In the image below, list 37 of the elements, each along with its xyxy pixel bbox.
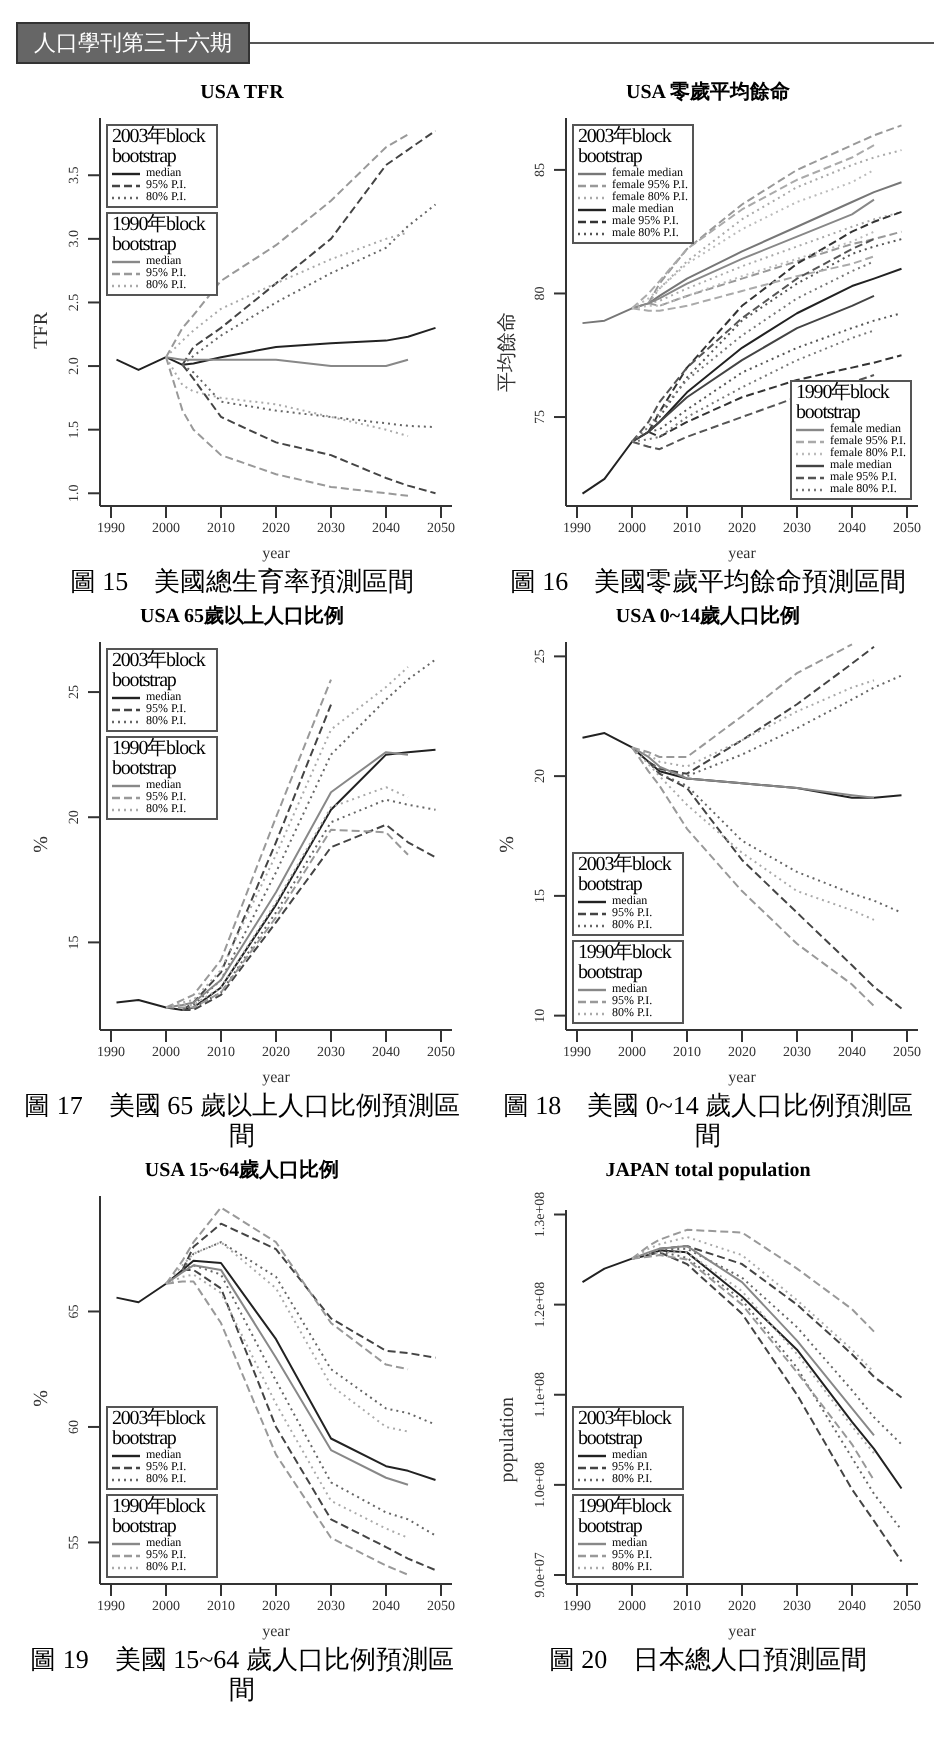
x-axis-title: year [262,1068,291,1086]
chart-title: USA 15~64歲人口比例 [142,1158,342,1184]
annotation: 1990年block bootstrap [112,738,208,780]
caption: 圖 15 美國總生育率預測區間 [67,564,417,600]
chart-title: USA 0~14歲人口比例 [613,604,803,630]
x-axis-title: year [262,1622,291,1640]
y-axis-title: population [497,1397,520,1483]
caption: 圖 16 美國零歲平均餘命預測區間 [507,564,909,600]
annotation: 2003年block bootstrap [112,650,208,692]
annotation: 2003年block bootstrap [112,126,208,168]
chart-title: USA 零歲平均餘命 [624,80,792,106]
caption: 圖 18 美國 0~14 歲人口比例預測區間 [500,1088,916,1154]
caption: 圖 17 美國 65 歲以上人口比例預測區間 [22,1088,462,1154]
annotation: 2003年block bootstrap [578,126,672,168]
caption: 圖 20 日本總人口預測區間 [546,1642,870,1678]
y-axis-title: % [31,1390,54,1407]
annotation: 1990年block bootstrap [578,1496,674,1538]
y-axis-title: TFR [31,311,54,349]
x-axis-title: year [728,1622,757,1640]
chart-title: USA 65歲以上人口比例 [138,604,346,630]
y-axis-title: % [497,836,520,853]
y-axis-title: % [31,836,54,853]
text: 人口學刊第三十六期 [16,21,250,63]
chart-title: JAPAN total population [603,1158,813,1184]
annotation: 2003年block bootstrap [578,854,674,896]
caption: 圖 19 美國 15~64 歲人口比例預測區間 [28,1642,456,1708]
annotation: 1990年block bootstrap [796,382,890,424]
annotation: 1990年block bootstrap [112,214,208,256]
annotation: 1990年block bootstrap [578,942,674,984]
chart-title: USA TFR [198,80,286,106]
x-axis-title: year [262,544,291,562]
annotation: 1990年block bootstrap [112,1496,208,1538]
x-axis-title: year [728,1068,757,1086]
annotation: 2003年block bootstrap [578,1408,674,1450]
y-axis-title: 平均餘命 [495,312,520,392]
annotation: 2003年block bootstrap [112,1408,208,1450]
x-axis-title: year [728,544,757,562]
